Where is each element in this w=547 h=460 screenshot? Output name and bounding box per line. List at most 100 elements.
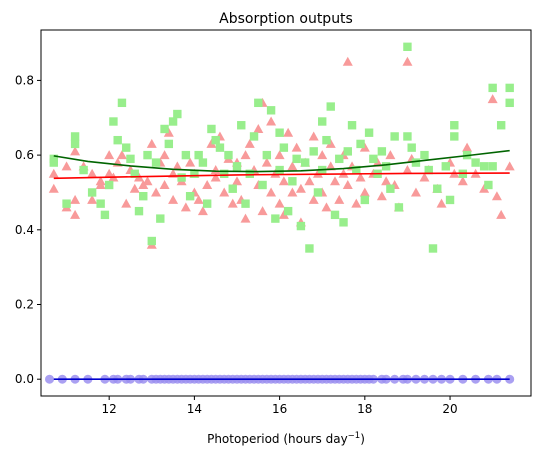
square-point — [433, 184, 442, 193]
triangle-point — [104, 150, 115, 160]
square-point — [96, 199, 105, 208]
triangle-point — [334, 194, 345, 204]
triangle-point — [385, 150, 396, 160]
y-tick-label: 0.8 — [15, 73, 34, 87]
triangle-point — [504, 161, 515, 171]
square-point — [237, 121, 246, 130]
triangle-point — [202, 179, 213, 189]
square-point — [258, 180, 267, 190]
square-point — [318, 117, 327, 126]
triangle-point — [95, 179, 106, 189]
triangle-point — [168, 194, 179, 204]
triangle-point — [402, 165, 413, 175]
triangle-point — [104, 168, 115, 178]
triangle-point — [295, 183, 306, 193]
green-fit-line — [53, 149, 510, 173]
square-point — [279, 143, 289, 152]
square-point — [403, 42, 412, 52]
square-point — [122, 143, 131, 152]
x-axis-label-superscript: −1 — [348, 431, 361, 441]
triangle-point — [278, 209, 289, 219]
square-point — [335, 154, 344, 164]
square-point — [377, 147, 387, 156]
triangle-point — [317, 150, 328, 160]
square-point — [177, 173, 186, 182]
square-point — [228, 184, 237, 193]
square-point — [390, 132, 399, 141]
square-point — [488, 83, 497, 93]
square-point — [356, 139, 365, 149]
square-point — [309, 147, 318, 156]
triangle-point — [159, 179, 170, 189]
square-point — [441, 162, 450, 171]
square-point — [134, 206, 144, 216]
square-point — [70, 139, 80, 149]
square-point — [322, 135, 331, 145]
square-point — [198, 158, 208, 167]
square-point — [202, 199, 212, 208]
plot-frame — [40, 29, 532, 397]
triangle-point — [227, 198, 238, 208]
chart-title: Absorption outputs — [219, 11, 353, 27]
square-point — [369, 154, 378, 164]
x-tick-label: 18 — [357, 402, 372, 416]
triangle-point — [151, 187, 162, 197]
square-point — [326, 102, 335, 111]
triangle-point — [210, 172, 221, 182]
square-point — [173, 109, 182, 119]
square-point — [305, 244, 314, 253]
triangle-point — [142, 176, 153, 186]
triangle-point — [342, 56, 353, 66]
square-point — [445, 195, 455, 205]
square-point — [185, 191, 195, 201]
x-axis-ticks: 12 14 16 18 20 — [102, 396, 458, 416]
square-point — [194, 150, 203, 160]
triangle-point — [266, 116, 277, 126]
square-point — [271, 214, 280, 223]
x-axis-label: Photoperiod (hours day−1) — [207, 431, 365, 446]
square-point — [87, 188, 97, 197]
square-point — [232, 162, 242, 171]
square-point — [139, 191, 148, 201]
y-tick-label: 0.0 — [15, 372, 34, 386]
square-point — [496, 121, 506, 130]
square-point — [296, 221, 306, 231]
triangle-point — [185, 157, 196, 167]
triangle-point — [121, 198, 132, 208]
triangle-point — [274, 150, 285, 160]
triangle-point — [381, 176, 392, 186]
triangle-point — [116, 150, 127, 160]
triangle-point — [372, 157, 383, 167]
square-point — [249, 132, 259, 141]
triangle-point — [462, 142, 473, 152]
triangle-point — [70, 209, 81, 219]
triangle-point — [325, 161, 336, 171]
square-point — [224, 150, 233, 160]
square-point — [288, 177, 297, 186]
triangle-point — [402, 56, 413, 66]
triangle-point — [325, 138, 336, 148]
square-point — [420, 150, 429, 160]
triangle-point — [321, 202, 332, 212]
triangle-point — [48, 168, 59, 178]
square-point — [428, 244, 438, 253]
triangle-point — [278, 176, 289, 186]
square-point — [292, 154, 301, 164]
triangle-point — [491, 191, 502, 201]
triangle-point — [232, 176, 242, 186]
square-point — [190, 169, 199, 178]
square-point — [245, 169, 254, 178]
triangle-point — [206, 138, 217, 148]
square-point — [156, 214, 165, 223]
triangle-point — [244, 138, 255, 148]
x-axis-label-main: Photoperiod (hours day — [207, 432, 348, 446]
square-point — [117, 98, 127, 108]
square-point — [266, 106, 276, 115]
square-point — [330, 210, 340, 220]
triangle-point — [274, 198, 285, 208]
square-point — [352, 165, 361, 175]
triangle-point — [240, 150, 251, 160]
triangle-point — [287, 187, 298, 197]
circle-point — [505, 374, 515, 384]
triangle-point — [70, 146, 81, 156]
